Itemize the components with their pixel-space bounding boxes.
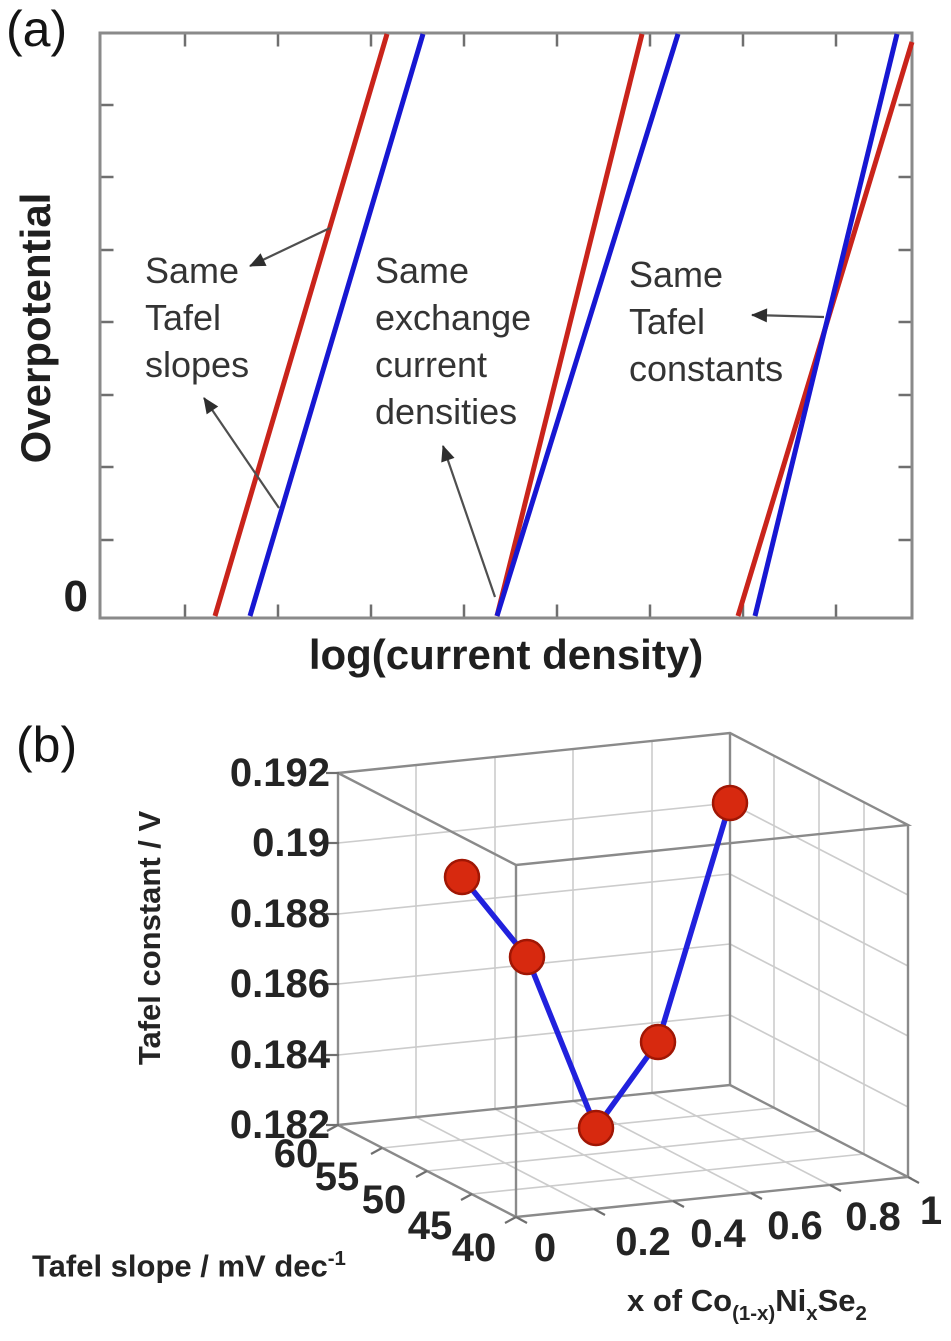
- tafel-line-pair3-blue: [752, 33, 900, 617]
- data-point-3: [577, 1109, 615, 1147]
- panel-b-zlabel: Tafel constant / V: [132, 810, 167, 1066]
- annotation-arrows: [203, 227, 825, 598]
- annotation-same-tafel-constants: Same Tafel constants: [629, 251, 783, 392]
- tafel-line-pair2-blue: [494, 33, 681, 617]
- tafel-line-pair1-red: [212, 33, 390, 617]
- annotation-line: constants: [629, 348, 784, 389]
- box-edges: [333, 731, 913, 1219]
- data-point-4: [639, 1023, 677, 1061]
- x-tick-label-08: 0.8: [845, 1195, 901, 1239]
- annotation-line: exchange: [375, 297, 532, 338]
- x-tick-label-02: 0.2: [615, 1220, 671, 1264]
- slope-axis-label-sup: -1: [327, 1247, 346, 1270]
- data-point-5: [711, 784, 749, 822]
- arrow-same-exchange: [441, 445, 497, 598]
- z-tick-label-5: 0.184: [229, 1033, 330, 1077]
- slope-axis-label-main: Tafel slope / mV dec: [32, 1248, 328, 1284]
- slope-tick-label-45: 45: [407, 1204, 453, 1248]
- annotation-same-tafel-slopes: Same Tafel slopes: [145, 247, 249, 388]
- slope-tick-label-40: 40: [451, 1226, 497, 1270]
- x-tick-label-1: 1: [919, 1189, 943, 1233]
- annotation-line: Same: [629, 254, 724, 295]
- tafel-line-pair1-blue: [247, 33, 426, 617]
- x-axis-label-part: Se: [817, 1283, 856, 1318]
- panel-b-x-axis-label: x of Co(1-x)NixSe2: [627, 1283, 867, 1326]
- panel-a-plot: [98, 31, 915, 620]
- annotation-same-exchange: Same exchange current densities: [375, 247, 531, 435]
- panel-b-plot: [326, 731, 920, 1224]
- z-tick-label-6: 0.182: [229, 1103, 330, 1147]
- x-axis-label-part: Ni: [775, 1283, 807, 1318]
- data-point-2: [508, 938, 546, 976]
- z-tick-label-1: 0.192: [229, 751, 330, 795]
- wall-grid: [337, 741, 909, 1210]
- arrow-same-slopes-blue: [203, 397, 280, 509]
- annotation-line: densities: [375, 391, 518, 432]
- data-point-1: [443, 858, 481, 896]
- panel-b-axis-ticks: [326, 771, 920, 1224]
- slope-tick-label-60: 60: [273, 1132, 319, 1176]
- panel-b-slope-axis-label: Tafel slope / mV dec-1: [32, 1247, 346, 1284]
- x-axis-label-sub: x: [806, 1302, 818, 1326]
- x-tick-label-0: 0: [533, 1226, 557, 1270]
- panel-a-ylabel: Overpotential: [12, 192, 59, 464]
- annotation-line: Same: [145, 250, 240, 291]
- annotation-line: Same: [375, 250, 470, 291]
- data-points: [443, 784, 749, 1147]
- annotation-line: current: [375, 344, 488, 385]
- z-tick-label-3: 0.188: [229, 892, 330, 936]
- x-axis-label-part: x of Co: [627, 1283, 733, 1318]
- tafel-line-pair2-red: [494, 33, 645, 617]
- annotation-line: Tafel: [629, 301, 706, 342]
- x-tick-label-04: 0.4: [690, 1212, 746, 1256]
- x-axis-label-sub: 2: [855, 1302, 867, 1326]
- x-tick-label-06: 0.6: [767, 1204, 823, 1248]
- annotation-line: slopes: [145, 344, 250, 385]
- z-tick-label-2: 0.19: [252, 821, 330, 865]
- arrow-same-slopes-red: [249, 227, 331, 267]
- arrow-same-constants: [751, 308, 825, 323]
- panel-a-ticks: [101, 34, 911, 617]
- data-line: [459, 802, 733, 1131]
- z-tick-label-4: 0.186: [229, 962, 330, 1006]
- panel-a-xlabel: log(current density): [308, 631, 704, 678]
- panel-a-label: (a): [6, 1, 68, 57]
- panel-a-origin-tick: 0: [63, 572, 88, 621]
- panel-b-label: (b): [16, 717, 78, 773]
- x-axis-label-sub: (1-x): [732, 1302, 776, 1326]
- tafel-lines: [212, 33, 915, 617]
- slope-tick-label-50: 50: [361, 1178, 407, 1222]
- slope-tick-label-55: 55: [314, 1155, 360, 1199]
- annotation-line: Tafel: [145, 297, 222, 338]
